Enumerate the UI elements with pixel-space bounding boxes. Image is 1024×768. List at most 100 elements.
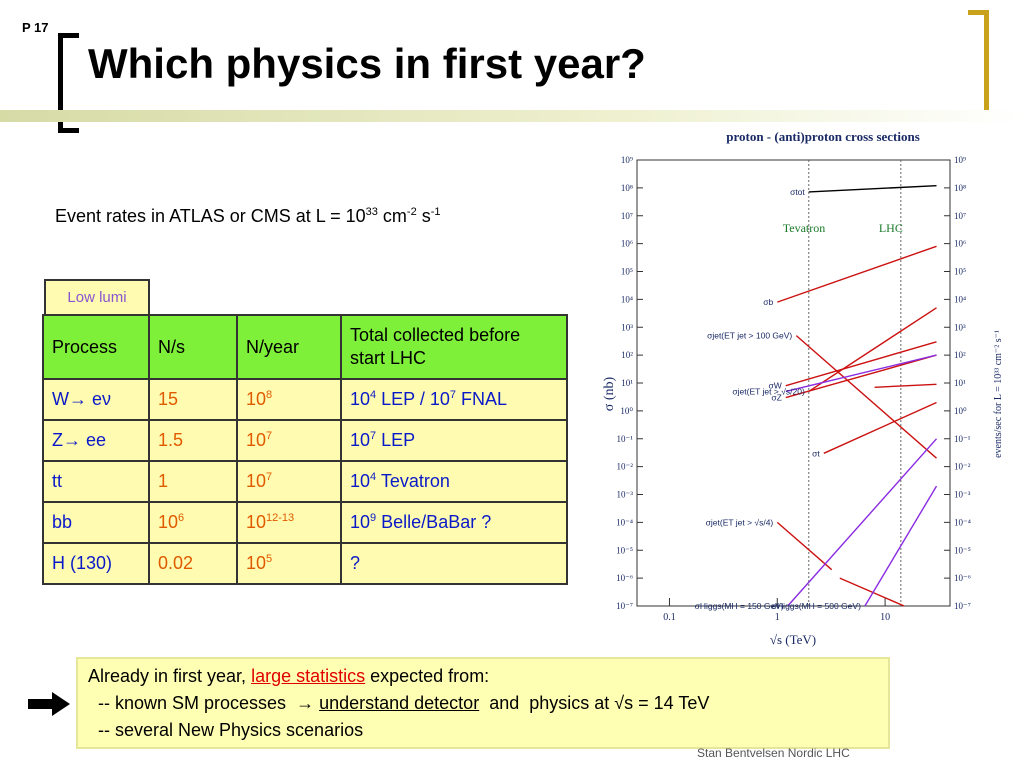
cell-total: 107 LEP [340, 419, 568, 462]
curve-line [795, 335, 937, 459]
y-tick-label: 10⁸ [621, 183, 633, 193]
y2-tick-label: 10⁻² [954, 462, 971, 472]
value-text: LEP [376, 430, 416, 450]
value-exponent: 7 [266, 471, 273, 483]
vline-label-lhc: LHC [879, 221, 903, 235]
curve-line [874, 383, 937, 388]
value-base: 10 [350, 512, 371, 532]
y2-tick-label: 10⁻⁵ [954, 545, 971, 555]
event-rates-text: Event rates in ATLAS or CMS at L = 1033 … [55, 206, 440, 227]
exponent: 33 [365, 206, 378, 218]
exponent: -2 [406, 206, 417, 218]
summary-box: Already in first year, large statistics … [76, 657, 890, 749]
summary-text: Already in first year, [88, 666, 252, 686]
curve-labels: σtot σb σjet(ET jet > √s/20)σW σZ σjet(ET je… [695, 187, 861, 611]
chart-title: proton - (anti)proton cross sections [726, 129, 920, 144]
y2-tick-label: 10⁶ [954, 239, 966, 249]
cell-process: H (130) [42, 542, 150, 585]
y-tick-label: 10⁵ [621, 267, 633, 277]
y2-tick-label: 10⁻⁴ [954, 517, 971, 527]
cell-ns: 1.5 [148, 419, 238, 462]
header-nyear: N/year [236, 314, 342, 380]
footer-author: Stan Bentvelsen Nordic LHC [697, 746, 850, 760]
unit-text: s [416, 206, 431, 226]
value-exponent: 7 [266, 430, 273, 442]
y-tick-label: 10⁻¹ [617, 434, 634, 444]
summary-line-3: -- several New Physics scenarios [88, 720, 364, 740]
value-base: 10 [246, 553, 267, 573]
curve-line [785, 341, 937, 387]
y-tick-label: 10⁷ [621, 211, 633, 221]
energy-markers: Tevatron LHC [783, 160, 903, 606]
cell-process: tt [42, 460, 150, 503]
cell-ns: 0.02 [148, 542, 238, 585]
curve-label: σW [769, 381, 782, 391]
curve-label: σtot [790, 187, 805, 197]
value-text: LEP / 10 [376, 389, 450, 409]
header-ns: N/s [148, 314, 238, 380]
y-tick-label: 10² [621, 350, 633, 360]
value-text: FNAL [456, 389, 508, 409]
cell-nyear: 108 [236, 378, 342, 421]
y2-tick-label: 10¹ [954, 378, 966, 388]
x-axis-ticks: 0.1 1 10 [663, 598, 890, 623]
curve-label: σHiggs(MH = 500 GeV) [772, 601, 861, 611]
y-tick-label: 10⁻⁷ [616, 601, 633, 611]
value-exponent: 5 [266, 553, 273, 565]
y-axis-label: σ (nb) [603, 376, 617, 411]
y2-tick-label: 10⁻⁷ [954, 601, 971, 611]
y2-tick-label: 10⁻⁶ [954, 573, 971, 583]
y-tick-label: 10⁻⁶ [616, 573, 633, 583]
y2-tick-label: 10⁰ [954, 406, 967, 416]
curve-line [823, 401, 937, 454]
cell-total: ? [340, 542, 568, 585]
value-base: 10 [246, 389, 267, 409]
cell-process: W→ eν [42, 378, 150, 421]
cell-nyear: 107 [236, 460, 342, 503]
value-base: 10 [158, 512, 179, 532]
curve-line [864, 485, 938, 607]
summary-text: -- known SM processes → [88, 693, 320, 713]
value-base: 10 [350, 389, 371, 409]
title-bracket-left [58, 33, 79, 133]
curve-label: σHiggs(MH = 150 GeV) [695, 601, 784, 611]
event-rates-prefix: Event rates in ATLAS or CMS at L = 10 [55, 206, 366, 226]
curve-label: σjet(ET jet > 100 GeV) [707, 331, 792, 341]
y-tick-label: 10⁻⁵ [616, 545, 633, 555]
cell-process: Z→ ee [42, 419, 150, 462]
curve-line [785, 354, 937, 399]
unit-text: cm [377, 206, 407, 226]
event-rates-table: Process N/s N/year Total collected befor… [42, 314, 568, 585]
cell-nyear: 107 [236, 419, 342, 462]
curve-label: σjet(ET jet > √s/20) [732, 386, 805, 396]
right-arrow-icon [28, 692, 70, 716]
value-exponent: 7 [370, 430, 377, 442]
y-tick-label: 10⁰ [620, 406, 633, 416]
y-axis-ticks: 10⁻⁷ 10⁻⁷ 10⁻⁶ 10⁻⁶ 10⁻⁵ 10⁻⁵ 10⁻⁴ 10⁻⁴ 10⁻³ 10⁻³… [616, 155, 971, 611]
table-row: Z→ ee 1.5 107 107 LEP [42, 419, 568, 462]
y2-tick-label: 10⁸ [954, 183, 966, 193]
table-header-row: Process N/s N/year Total collected befor… [42, 314, 568, 380]
y-tick-label: 10⁻⁴ [616, 517, 633, 527]
exponent: -1 [430, 206, 441, 218]
understand-detector-text: understand detector [319, 693, 480, 713]
curve-line [776, 521, 833, 571]
vline-label-tevatron: Tevatron [783, 221, 825, 235]
table-row: tt 1 107 104 Tevatron [42, 460, 568, 503]
y2-axis-label: events/sec for L = 10³³ cm⁻² s⁻¹ [993, 330, 1004, 458]
summary-line-2: -- known SM processes → understand detec… [88, 690, 878, 717]
y2-tick-label: 10⁴ [954, 294, 966, 304]
cross-section-chart: proton - (anti)proton cross sections 10⁻… [603, 129, 1004, 647]
cell-nyear: 1012-13 [236, 501, 342, 544]
slide-number: P 17 [22, 20, 49, 35]
cell-ns: 1 [148, 460, 238, 503]
y-tick-label: 10⁻³ [617, 490, 634, 500]
value-base: 10 [246, 471, 267, 491]
y2-tick-label: 10⁵ [954, 267, 966, 277]
table-row: bb 106 1012-13 109 Belle/BaBar ? [42, 501, 568, 544]
y-tick-label: 10³ [621, 322, 633, 332]
value-exponent: 4 [370, 389, 377, 401]
x-tick-label: 0.1 [663, 612, 676, 623]
curve-line [839, 577, 905, 607]
large-statistics-link[interactable]: large statistics [251, 666, 366, 686]
